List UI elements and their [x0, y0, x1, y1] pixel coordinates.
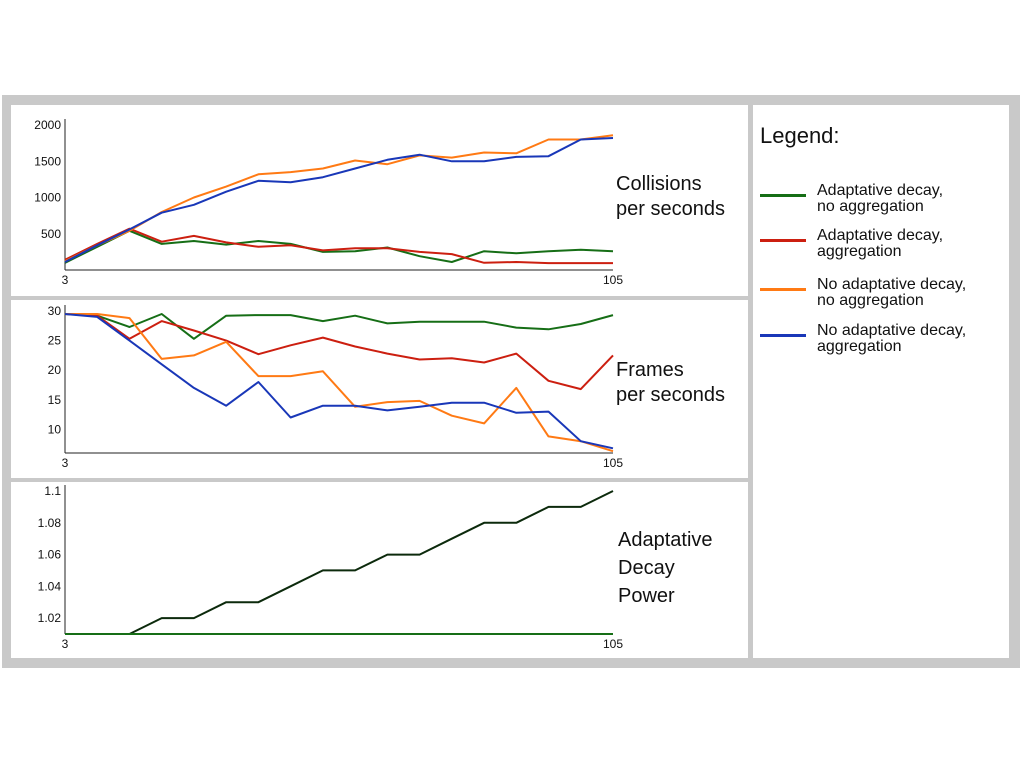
legend-label-line-1: No adaptative decay, [817, 322, 967, 339]
y-tick-label: 1.1 [44, 484, 61, 498]
y-tick-label: 15 [48, 393, 62, 407]
legend-label: Adaptative decay, no aggregation [817, 183, 1007, 215]
legend-swatch [760, 334, 806, 337]
legend-label-line-2: no aggregation [817, 292, 924, 309]
x-tick-label-start: 3 [62, 273, 69, 287]
legend-label-line-2: aggregation [817, 338, 902, 355]
decay-chart: 1.02 1.04 1.06 1.08 1.1 3 105 [38, 484, 624, 651]
collisions-chart-title: Collisions per seconds [616, 172, 725, 222]
y-tick-label: 2000 [34, 118, 61, 132]
series-line-adaptative-decay-no-aggregation [64, 229, 614, 264]
legend-item-adaptive-no-aggregation: Adaptative decay, no aggregation [760, 183, 1005, 223]
fps-title-line-2: per seconds [616, 384, 725, 406]
legend-label: No adaptative decay, aggregation [817, 323, 1007, 355]
collisions-title-line-1: Collisions [616, 173, 702, 195]
y-tick-label: 500 [41, 227, 61, 241]
x-tick-label-end: 105 [603, 273, 623, 287]
fps-chart-panel: 10 15 20 25 30 3 105 Frames per seconds [11, 300, 748, 478]
legend-item-no-adaptive-aggregation: No adaptative decay, aggregation [760, 323, 1005, 363]
collisions-title-line-2: per seconds [616, 198, 725, 220]
y-tick-label: 1.06 [38, 548, 62, 562]
x-tick-label-start: 3 [62, 456, 69, 470]
collisions-chart-panel: 500 1000 1500 2000 3 105 Collisions per secon… [11, 105, 748, 296]
x-tick-label-end: 105 [603, 637, 623, 651]
legend-swatch [760, 239, 806, 242]
decay-title-line-3: Power [618, 585, 675, 607]
legend-item-no-adaptive-no-aggregation: No adaptative decay, no aggregation [760, 277, 1005, 317]
legend-label: Adaptative decay, aggregation [817, 228, 1007, 260]
decay-title-line-2: Decay [618, 557, 675, 579]
y-tick-label: 1.08 [38, 516, 62, 530]
decay-title-line-1: Adaptative [618, 529, 713, 551]
legend-label-line-2: aggregation [817, 243, 902, 260]
legend-title: Legend: [760, 123, 840, 148]
collisions-chart: 500 1000 1500 2000 3 105 [34, 118, 623, 287]
fps-chart: 10 15 20 25 30 3 105 [48, 304, 624, 470]
legend-label-line-1: Adaptative decay, [817, 227, 944, 244]
series-line-no-adaptative-decay-aggregation [64, 313, 614, 450]
legend-item-adaptive-aggregation: Adaptative decay, aggregation [760, 228, 1005, 268]
legend-label: No adaptative decay, no aggregation [817, 277, 1007, 309]
y-tick-label: 25 [48, 334, 62, 348]
y-tick-label: 10 [48, 422, 62, 436]
legend-label-line-1: Adaptative decay, [817, 182, 944, 199]
series-line-adaptative-decay [65, 490, 614, 635]
legend-swatch [760, 288, 806, 291]
decay-chart-title: Adaptative Decay Power [618, 526, 713, 610]
y-tick-label: 1.02 [38, 611, 62, 625]
series-line-adaptative-decay-aggregation [64, 227, 613, 265]
legend-label-line-1: No adaptative decay, [817, 276, 967, 293]
y-tick-label: 1500 [34, 154, 61, 168]
fps-title-line-1: Frames [616, 359, 684, 381]
series-line-no-adaptative-decay-no-aggregation [64, 134, 614, 263]
series-line-no-adaptative-decay-aggregation [64, 137, 614, 263]
decay-chart-panel: 1.02 1.04 1.06 1.08 1.1 3 105 Adaptative Decay… [11, 482, 748, 658]
y-tick-label: 1000 [34, 191, 61, 205]
y-tick-label: 30 [48, 304, 62, 318]
series-line-adaptative-decay-aggregation [64, 313, 614, 391]
legend-label-line-2: no aggregation [817, 198, 924, 215]
y-tick-label: 20 [48, 363, 62, 377]
x-tick-label-end: 105 [603, 456, 623, 470]
fps-chart-title: Frames per seconds [616, 358, 725, 408]
series-line-adaptative-decay-no-aggregation [64, 313, 614, 340]
legend-swatch [760, 194, 806, 197]
x-tick-label-start: 3 [62, 637, 69, 651]
series-line-no-adaptative-decay-no-aggregation [65, 313, 614, 453]
legend-panel: Legend: Adaptative decay, no aggregation… [753, 105, 1009, 658]
y-tick-label: 1.04 [38, 579, 62, 593]
